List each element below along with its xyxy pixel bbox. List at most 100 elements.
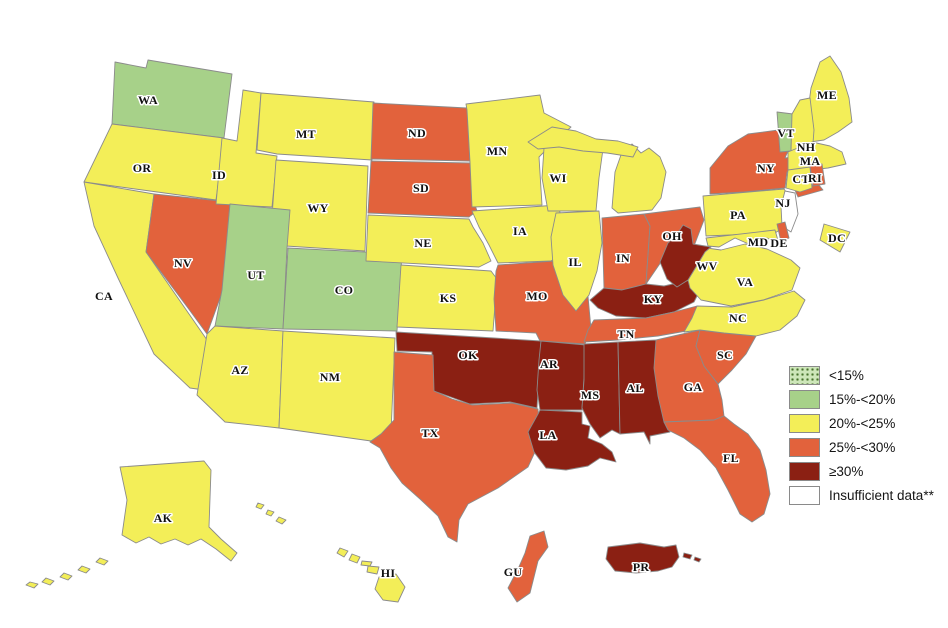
legend-label-20-25: 20%-<25% (829, 416, 896, 431)
state-tx (369, 351, 541, 543)
legend: <15% 15%-<20% 20%-<25% 25%-<30% ≥30% Ins… (789, 366, 934, 505)
state-fl (663, 415, 771, 523)
state-ak-part1 (95, 557, 109, 566)
state-mn (465, 94, 572, 208)
state-label-ks: KS (440, 291, 457, 305)
state-hi (336, 547, 349, 558)
state-az (196, 325, 284, 429)
state-va (687, 243, 801, 307)
state-label-tn: TN (617, 327, 634, 341)
state-label-mo: MO (526, 289, 547, 303)
legend-item-15-20: 15%-<20% (789, 390, 934, 409)
state-pr-part1 (682, 552, 693, 560)
state-label-wi: WI (549, 171, 566, 185)
state-label-nj: NJ (775, 196, 790, 210)
legend-swatch-insufficient (789, 486, 820, 505)
legend-label-gte30: ≥30% (829, 464, 864, 479)
legend-item-20-25: 20%-<25% (789, 414, 934, 433)
state-de (776, 221, 790, 243)
state-me (805, 55, 853, 143)
state-label-nh: NH (797, 140, 816, 154)
state-label-fl: FL (723, 451, 739, 465)
state-ak-part2 (77, 565, 91, 574)
state-label-nd: ND (408, 126, 426, 140)
state-dc (819, 223, 851, 253)
state-nm (278, 330, 396, 442)
state-label-co: CO (335, 283, 354, 297)
legend-swatch-gte30 (789, 462, 820, 481)
state-la (527, 409, 617, 471)
state-gu (507, 530, 549, 603)
legend-label-insufficient: Insufficient data** (829, 488, 934, 503)
state-label-gu: GU (504, 565, 523, 579)
state-label-wv: WV (696, 259, 717, 273)
legend-swatch-lt15 (789, 366, 820, 385)
legend-swatch-20-25 (789, 414, 820, 433)
state-md (705, 229, 780, 248)
state-label-ut: UT (247, 268, 264, 282)
state-label-ak: AK (154, 511, 173, 525)
state-ar (536, 340, 587, 411)
state-label-nm: NM (320, 370, 341, 384)
state-hi-part6 (265, 509, 275, 517)
legend-label-25-30: 25%-<30% (829, 440, 896, 455)
state-label-me: ME (817, 88, 837, 102)
state-label-wy: WY (307, 201, 328, 215)
state-label-sc: SC (717, 348, 733, 362)
state-ne (365, 214, 492, 268)
legend-item-25-30: 25%-<30% (789, 438, 934, 457)
state-mi-part1 (527, 126, 639, 158)
state-il (550, 210, 603, 312)
state-label-tx: TX (421, 426, 438, 440)
state-label-or: OR (133, 161, 152, 175)
legend-swatch-15-20 (789, 390, 820, 409)
state-label-ca: CA (95, 289, 113, 303)
state-label-az: AZ (231, 363, 248, 377)
state-label-il: IL (568, 255, 581, 269)
state-label-al: AL (626, 381, 643, 395)
state-label-ga: GA (684, 380, 703, 394)
state-pr-part2 (693, 556, 702, 563)
state-label-la: LA (539, 428, 556, 442)
state-ak-part4 (41, 577, 55, 586)
state-label-va: VA (737, 275, 753, 289)
state-label-mn: MN (487, 144, 508, 158)
legend-item-insufficient: Insufficient data** (789, 486, 934, 505)
legend-item-lt15: <15% (789, 366, 934, 385)
state-wv (659, 224, 712, 288)
legend-item-gte30: ≥30% (789, 462, 934, 481)
state-hi-part2 (360, 560, 373, 567)
state-label-oh: OH (662, 229, 682, 243)
state-label-sd: SD (413, 181, 429, 195)
state-label-nc: NC (729, 311, 747, 325)
state-label-de: DE (770, 236, 787, 250)
legend-label-15-20: 15%-<20% (829, 392, 896, 407)
state-mt (256, 92, 375, 161)
state-label-ok: OK (458, 348, 478, 362)
state-label-id: ID (212, 168, 226, 182)
state-label-vt: VT (777, 126, 794, 140)
state-label-md: MD (748, 235, 769, 249)
legend-swatch-25-30 (789, 438, 820, 457)
state-hi-part4 (374, 573, 406, 603)
state-label-ct: CT (792, 172, 809, 186)
state-ri (809, 163, 826, 187)
legend-label-lt15: <15% (829, 368, 864, 383)
state-label-ma: MA (800, 154, 821, 168)
state-ak-part5 (25, 581, 39, 589)
state-ct (785, 166, 813, 193)
state-hi-part3 (366, 565, 380, 575)
state-label-mt: MT (296, 127, 316, 141)
state-label-ny: NY (757, 161, 775, 175)
state-ak-part3 (59, 572, 73, 581)
state-label-ms: MS (581, 388, 600, 402)
state-hi-part1 (348, 553, 361, 564)
state-label-pr: PR (633, 560, 650, 574)
state-co (282, 247, 403, 332)
state-label-ia: IA (513, 224, 527, 238)
state-label-wa: WA (138, 93, 158, 107)
state-label-ar: AR (540, 357, 558, 371)
state-ak (119, 460, 238, 562)
